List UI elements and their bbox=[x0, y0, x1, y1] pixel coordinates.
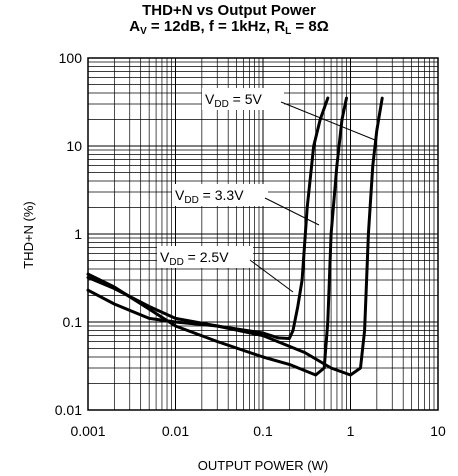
series-label-leader bbox=[280, 101, 376, 141]
y-tick-label: 1 bbox=[74, 226, 82, 242]
grid bbox=[88, 58, 438, 410]
y-tick-label: 0.1 bbox=[63, 314, 83, 330]
series-label-leader bbox=[264, 197, 320, 226]
series-label-leader bbox=[249, 259, 294, 293]
y-axis-label: THD+N (%) bbox=[21, 201, 36, 269]
y-tick-label: 10 bbox=[66, 138, 82, 154]
series-label-bg bbox=[157, 246, 253, 268]
x-tick-label: 10 bbox=[430, 423, 446, 439]
plot-frame bbox=[87, 57, 439, 411]
x-tick-label: 0.1 bbox=[253, 423, 273, 439]
series-label-0: VDD = 5V bbox=[205, 91, 263, 110]
annotations: VDD = 5V VDD = 3.3V VDD = 2.5V bbox=[157, 88, 376, 293]
tick-labels: 0.001 0.01 0.1 1 10 0.01 0.1 1 10 100 bbox=[55, 50, 446, 439]
x-tick-label: 1 bbox=[347, 423, 355, 439]
curves bbox=[86, 96, 384, 377]
subtitle-rl-val: = 8Ω bbox=[291, 18, 329, 35]
y-tick-label: 100 bbox=[59, 50, 83, 66]
series-line-1 bbox=[86, 96, 348, 377]
x-axis-label: OUTPUT POWER (W) bbox=[198, 458, 328, 473]
subtitle-av: A bbox=[129, 18, 141, 35]
series-label-1: VDD = 3.3V bbox=[175, 187, 244, 206]
y-tick-label: 0.01 bbox=[55, 402, 82, 418]
x-tick-label: 0.001 bbox=[70, 423, 105, 439]
series-line-0 bbox=[86, 96, 384, 377]
subtitle-rl-sub: L bbox=[285, 26, 292, 37]
subtitle-av-val: = 12dB, f = 1kHz, R bbox=[146, 18, 286, 35]
series-label-2: VDD = 2.5V bbox=[160, 249, 229, 268]
series-line-2 bbox=[86, 96, 330, 340]
series-label-bg bbox=[202, 88, 284, 110]
series-label-bg bbox=[172, 184, 268, 206]
subtitle-av-sub: V bbox=[140, 26, 147, 37]
chart-subtitle: AV = 12dB, f = 1kHz, RL = 8Ω bbox=[0, 18, 458, 37]
chart-title: THD+N vs Output Power bbox=[142, 2, 316, 19]
x-tick-label: 0.01 bbox=[162, 423, 189, 439]
